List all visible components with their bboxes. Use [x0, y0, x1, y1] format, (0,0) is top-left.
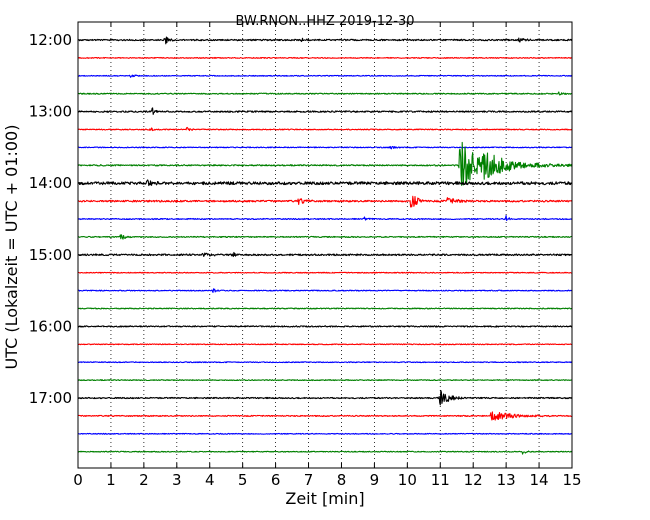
trace-line	[77, 307, 573, 310]
trace-line	[77, 234, 573, 240]
y-tick-label: 13:00	[29, 103, 72, 121]
trace-line	[77, 325, 573, 328]
x-axis: 0 1 2 3 4 5 6 7 8 9 10 11 12 13 14 15	[73, 22, 582, 489]
trace-line	[77, 36, 573, 45]
trace-line	[77, 343, 573, 346]
y-axis-label: UTC (Lokalzeit = UTC + 01:00)	[2, 125, 21, 370]
x-tick-label: 11	[431, 471, 450, 489]
trace-line	[77, 271, 573, 274]
grid-lines	[110, 22, 540, 468]
y-tick-label: 16:00	[29, 317, 72, 335]
trace-line	[77, 74, 573, 78]
trace-line	[77, 91, 573, 96]
x-tick-label: 7	[304, 471, 314, 489]
y-tick-label: 17:00	[29, 389, 72, 407]
trace-line	[77, 389, 573, 406]
trace-line	[77, 179, 573, 187]
y-tick-label: 12:00	[29, 31, 72, 49]
trace-line	[77, 379, 573, 382]
trace-line	[77, 195, 573, 208]
trace-line	[77, 432, 573, 435]
y-tick-label: 15:00	[29, 246, 72, 264]
trace-line	[77, 141, 573, 186]
x-tick-label: 9	[370, 471, 380, 489]
y-tick-label: 14:00	[29, 174, 72, 192]
x-axis-label: Zeit [min]	[285, 489, 364, 508]
traces	[77, 36, 573, 455]
trace-line	[77, 56, 573, 59]
trace-line	[77, 126, 573, 132]
trace-line	[77, 450, 573, 455]
trace-line	[77, 215, 573, 222]
x-tick-label: 5	[238, 471, 248, 489]
trace-line	[77, 411, 573, 421]
x-tick-label: 14	[530, 471, 549, 489]
x-tick-label: 10	[398, 471, 417, 489]
trace-line	[77, 361, 573, 364]
x-tick-label: 4	[205, 471, 215, 489]
x-tick-label: 1	[106, 471, 116, 489]
x-tick-label: 13	[497, 471, 516, 489]
trace-line	[77, 288, 573, 293]
trace-line	[77, 251, 573, 258]
x-tick-label: 8	[337, 471, 347, 489]
x-tick-label: 6	[271, 471, 281, 489]
x-tick-label: 3	[172, 471, 182, 489]
x-tick-label: 0	[73, 471, 83, 489]
trace-line	[77, 107, 573, 115]
y-axis: 12:00 13:00 14:00 15:00 16:00 17:00	[29, 31, 572, 407]
trace-line	[77, 145, 573, 150]
x-tick-label: 12	[464, 471, 483, 489]
plot-frame	[77, 21, 573, 469]
x-tick-label: 15	[562, 471, 581, 489]
x-tick-label: 2	[139, 471, 149, 489]
